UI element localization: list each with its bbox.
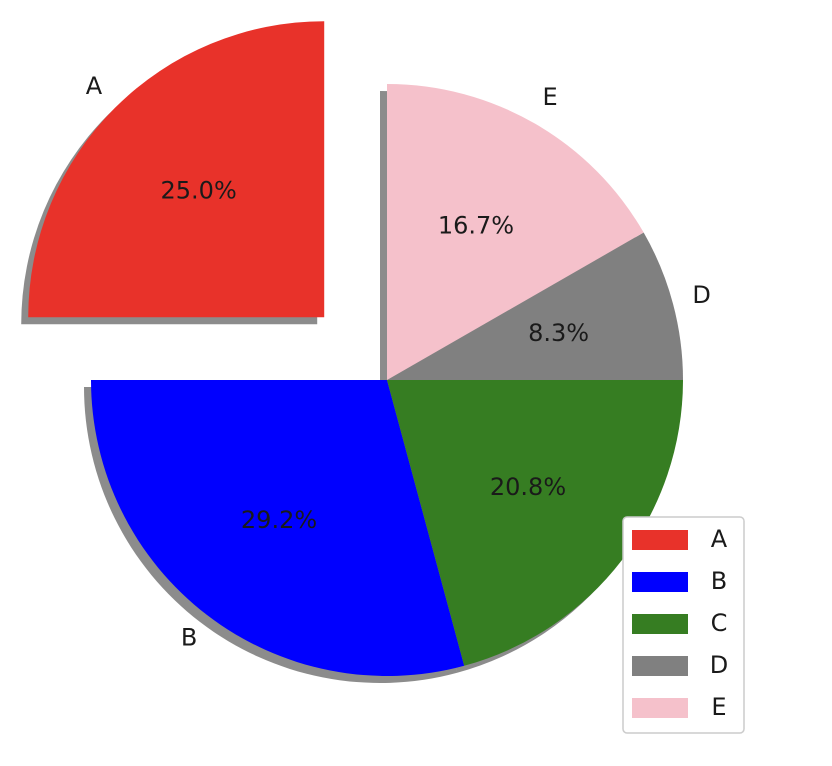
legend-swatch	[632, 614, 688, 634]
legend-swatch	[632, 656, 688, 676]
legend-label: E	[711, 693, 726, 721]
value-label: 20.8%	[490, 473, 566, 501]
wedge	[91, 380, 465, 677]
legend-label: A	[711, 525, 728, 553]
wedge	[387, 83, 644, 380]
legend-swatch	[632, 698, 688, 718]
category-label: E	[543, 83, 558, 111]
wedge	[387, 232, 683, 380]
wedge	[28, 21, 325, 318]
category-label: B	[181, 624, 197, 652]
category-label: A	[86, 72, 103, 100]
legend-label: C	[711, 609, 728, 637]
legend-label: B	[711, 567, 727, 595]
value-label: 29.2%	[241, 506, 317, 534]
legend-swatch	[632, 572, 688, 592]
category-label: D	[692, 281, 710, 309]
legend-label: D	[710, 651, 728, 679]
legend-swatch	[632, 530, 688, 550]
value-label: 25.0%	[161, 177, 237, 205]
value-label: 16.7%	[438, 211, 514, 239]
value-label: 8.3%	[528, 319, 589, 347]
wedge	[387, 380, 683, 666]
wedges	[28, 21, 683, 677]
